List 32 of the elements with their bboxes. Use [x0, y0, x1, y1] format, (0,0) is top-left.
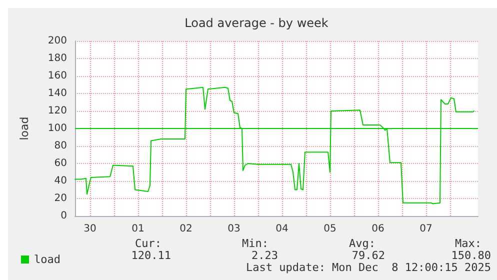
y-tick-label: 20 — [54, 193, 67, 204]
text: Cur: — [135, 237, 162, 250]
text: Last update: Mon Dec 8 12:00:15 2025 — [246, 261, 492, 274]
x-tick-label: 07 — [420, 224, 432, 234]
text: 79.62 — [352, 249, 386, 262]
text: 150.80 — [451, 249, 492, 262]
y-axis-title: load — [18, 116, 31, 140]
x-tick-label: 02 — [180, 224, 192, 234]
x-tick-label: 03 — [228, 224, 240, 234]
y-tick-label: 180 — [48, 53, 67, 64]
y-tick-label: 120 — [48, 106, 67, 116]
y-tick-label: 100 — [48, 123, 67, 134]
text: Avg: — [349, 237, 376, 250]
chart-title: Load average - by week — [184, 16, 328, 30]
legend-label: load — [34, 253, 60, 266]
line-series — [74, 86, 474, 204]
text: 120.11 — [131, 249, 172, 262]
x-tick-label: 01 — [132, 224, 144, 234]
text: Max: — [455, 237, 482, 250]
x-tick-label: 04 — [276, 224, 288, 234]
x-tick-label: 06 — [372, 224, 384, 234]
y-tick-label: 0 — [60, 210, 67, 222]
x-tick-label: 30 — [84, 224, 96, 234]
text: Min: — [242, 237, 268, 250]
y-tick-label: 60 — [54, 158, 67, 169]
text: 2.23 — [252, 249, 278, 262]
y-tick-label: 80 — [54, 140, 67, 152]
y-tick-label: 40 — [54, 176, 67, 186]
x-tick-label: 05 — [324, 224, 336, 234]
y-tick-label: 140 — [48, 88, 67, 99]
y-tick-label: 200 — [48, 36, 67, 46]
y-tick-label: 160 — [48, 70, 67, 82]
